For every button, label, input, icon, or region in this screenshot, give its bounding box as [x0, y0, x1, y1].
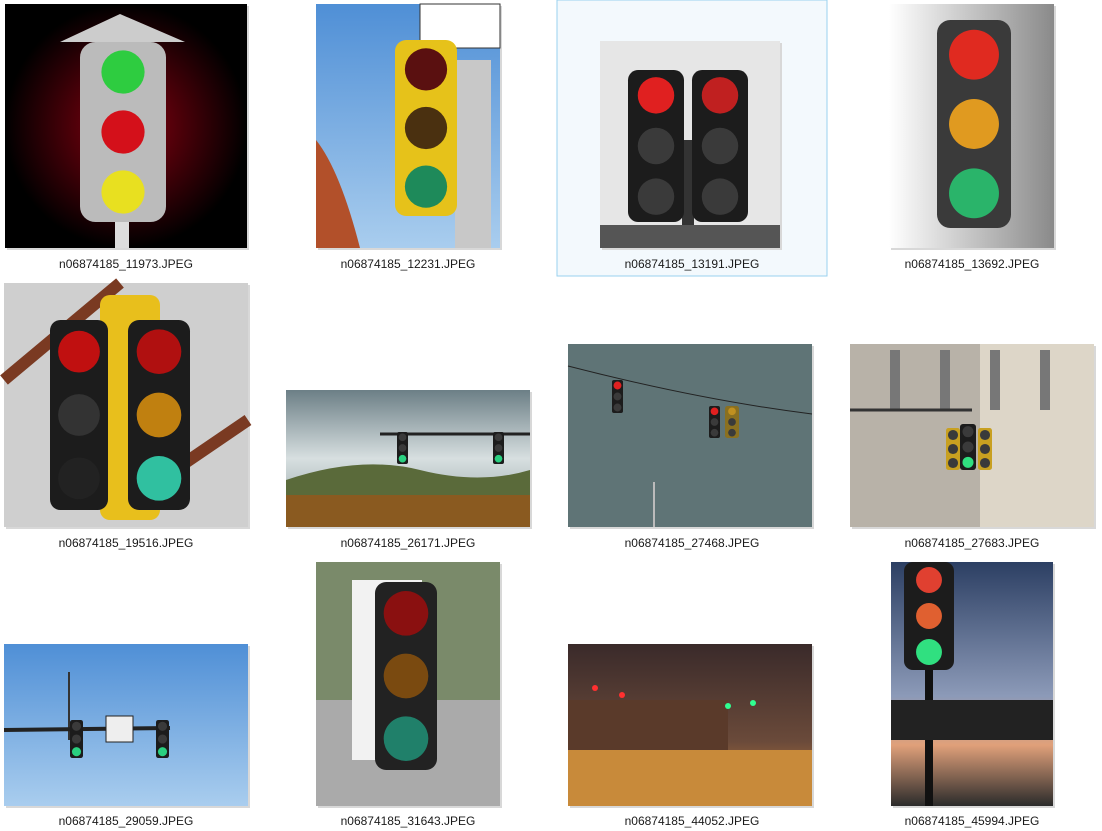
signal-lamp [58, 394, 100, 436]
file-name[interactable]: n06874185_19516.JPEG [59, 536, 194, 550]
signal-lamp [136, 456, 182, 501]
signal-lamp [494, 454, 503, 463]
signal-lamp [71, 734, 82, 744]
signal-lamp [916, 567, 942, 593]
signal-lamp [949, 168, 999, 219]
file-name[interactable]: n06874185_26171.JPEG [341, 536, 476, 550]
road [568, 750, 812, 806]
signal-lamp [157, 734, 168, 744]
file-name[interactable]: n06874185_11973.JPEG [59, 257, 193, 271]
signal-lamp [404, 106, 448, 150]
green-signal [750, 700, 756, 706]
signal-lamp [728, 418, 736, 426]
signal-lamp [494, 433, 503, 442]
window [990, 350, 1000, 410]
file-name[interactable]: n06874185_13692.JPEG [905, 257, 1040, 271]
signal-lamp [701, 127, 739, 165]
signal-lamp [613, 392, 622, 401]
treeline [600, 225, 780, 248]
signal-lamp [398, 454, 407, 463]
file-name[interactable]: n06874185_27468.JPEG [625, 536, 760, 550]
signal-lamp [979, 429, 991, 441]
pole [682, 140, 694, 248]
signal-lamp [404, 48, 448, 91]
tree [316, 140, 360, 248]
signal-lamp [157, 747, 168, 757]
signal-lamp [398, 433, 407, 442]
signal-lamp [404, 165, 448, 208]
signal-lamp [710, 407, 719, 416]
pole [115, 215, 129, 248]
signal-lamp [962, 456, 974, 468]
red-signal [619, 692, 625, 698]
sign [105, 715, 134, 743]
thumbnail [568, 344, 812, 527]
window [890, 350, 900, 410]
signal-lamp [383, 716, 429, 761]
signal-lamp [710, 428, 719, 437]
signal-lamp [947, 457, 959, 469]
signal-lamp [947, 443, 959, 455]
signal-lamp [637, 127, 675, 165]
signal-lamp [71, 721, 82, 731]
file-name[interactable]: n06874185_12231.JPEG [341, 257, 476, 271]
signal-lamp [136, 392, 182, 438]
house [568, 700, 728, 750]
signal-lamp [949, 99, 999, 149]
signal-lamp [701, 77, 739, 114]
file-name[interactable]: n06874185_29059.JPEG [59, 814, 194, 828]
signal-lamp [136, 329, 182, 374]
signal-lamp [949, 29, 999, 80]
signal-lamp [916, 603, 942, 629]
signal-lamp [916, 639, 942, 665]
signal-lamp [58, 330, 100, 373]
file-name[interactable]: n06874185_27683.JPEG [905, 536, 1040, 550]
signal-lamp [637, 77, 675, 114]
pole [455, 60, 491, 248]
file-name[interactable]: n06874185_31643.JPEG [341, 814, 476, 828]
signal-lamp [701, 178, 739, 215]
signal-lamp [71, 747, 82, 757]
signal-lamp [947, 429, 959, 441]
signal-lamp [979, 457, 991, 469]
signal-lamp [157, 721, 168, 731]
window [940, 350, 950, 410]
signal-lamp [637, 178, 675, 215]
roof [60, 14, 185, 42]
signal-lamp [383, 653, 429, 699]
signal-lamp [728, 407, 736, 416]
signal-lamp [979, 443, 991, 455]
signal-lamp [398, 444, 407, 452]
signal-lamp [613, 403, 622, 412]
signal-lamp [613, 381, 622, 390]
signal-lamp [58, 457, 100, 500]
signal-lamp [383, 591, 429, 636]
mast-arm [3, 726, 171, 732]
foliage [286, 495, 530, 527]
wire [567, 365, 813, 415]
signal-lamp [728, 428, 736, 437]
green-signal [725, 703, 731, 709]
signal-lamp [101, 110, 145, 154]
file-name[interactable]: n06874185_44052.JPEG [625, 814, 760, 828]
signal-lamp [101, 170, 145, 214]
buildings [891, 700, 1053, 740]
signal-lamp [962, 441, 974, 453]
signal-lamp [494, 444, 503, 452]
file-name[interactable]: n06874185_45994.JPEG [905, 814, 1040, 828]
signal-lamp [710, 418, 719, 426]
file-name[interactable]: n06874185_13191.JPEG [625, 257, 760, 271]
window [1040, 350, 1050, 410]
red-signal [592, 685, 598, 691]
signal-lamp [962, 426, 974, 438]
signal-lamp [101, 50, 145, 94]
